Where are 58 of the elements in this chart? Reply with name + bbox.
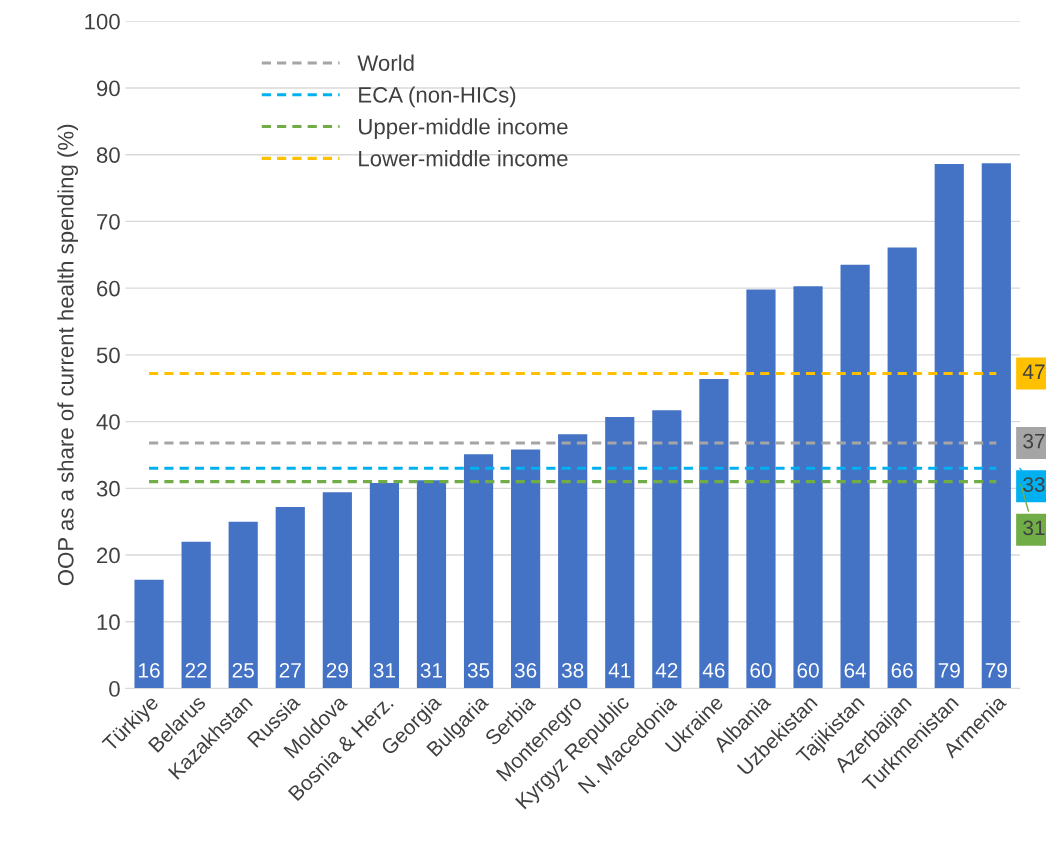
y-tick-label: 40 xyxy=(96,414,120,430)
data-label: 79 xyxy=(938,662,960,678)
data-label: 27 xyxy=(279,662,301,678)
bar xyxy=(275,507,305,689)
y-tick-label: 80 xyxy=(96,147,120,163)
data-label: 33 xyxy=(1023,477,1045,492)
data-label: 38 xyxy=(561,662,584,678)
y-axis-title: OOP as a share of current health spending (%) xyxy=(57,124,79,586)
bar xyxy=(981,163,1011,689)
bar xyxy=(228,521,258,689)
data-label: 42 xyxy=(655,662,678,678)
data-label: 64 xyxy=(844,662,867,678)
bar xyxy=(463,454,494,689)
legend-label: ECA (non-HICs) xyxy=(359,86,516,108)
data-label: 31 xyxy=(373,662,395,678)
data-label: 25 xyxy=(232,662,254,678)
y-tick-label: 20 xyxy=(97,547,120,564)
y-tick-label: 60 xyxy=(97,280,120,297)
y-tick-label: 30 xyxy=(96,480,120,497)
data-label: 29 xyxy=(326,662,348,678)
y-tick-label: 90 xyxy=(96,80,120,97)
y-tick-label: 0 xyxy=(109,681,120,697)
bar xyxy=(181,541,211,689)
data-label: 60 xyxy=(797,662,819,678)
bar xyxy=(887,247,917,689)
data-label: 22 xyxy=(185,662,207,678)
y-tick-label: 50 xyxy=(96,347,120,364)
y-tick-label: 70 xyxy=(97,213,120,230)
bar xyxy=(840,264,870,689)
bar xyxy=(369,482,399,689)
y-tick-label: 10 xyxy=(97,614,120,631)
bar xyxy=(134,579,164,689)
data-label: 35 xyxy=(467,662,490,678)
bar xyxy=(605,416,635,689)
data-label: 79 xyxy=(985,662,1007,678)
data-label: 31 xyxy=(1023,520,1045,536)
data-label: 37 xyxy=(1023,433,1045,449)
bar xyxy=(746,289,776,689)
y-tick-label: 100 xyxy=(85,13,120,30)
data-label: 47 xyxy=(1022,364,1045,379)
legend-label: World xyxy=(357,54,414,71)
bar xyxy=(558,434,588,689)
bar xyxy=(416,480,447,689)
legend-label: Upper-middle income xyxy=(359,118,568,139)
legend-label: Lower-middle income xyxy=(359,150,568,167)
bar xyxy=(934,164,964,689)
data-label: 31 xyxy=(420,662,443,678)
data-label: 46 xyxy=(702,662,725,678)
bar xyxy=(699,378,729,689)
bar xyxy=(322,492,352,689)
data-label: 60 xyxy=(750,662,772,678)
bar xyxy=(511,449,541,689)
data-label: 36 xyxy=(514,662,537,678)
data-label: 16 xyxy=(139,662,160,678)
bar xyxy=(652,410,682,689)
data-label: 41 xyxy=(608,663,631,678)
data-label: 66 xyxy=(891,662,913,678)
bar xyxy=(793,286,823,689)
